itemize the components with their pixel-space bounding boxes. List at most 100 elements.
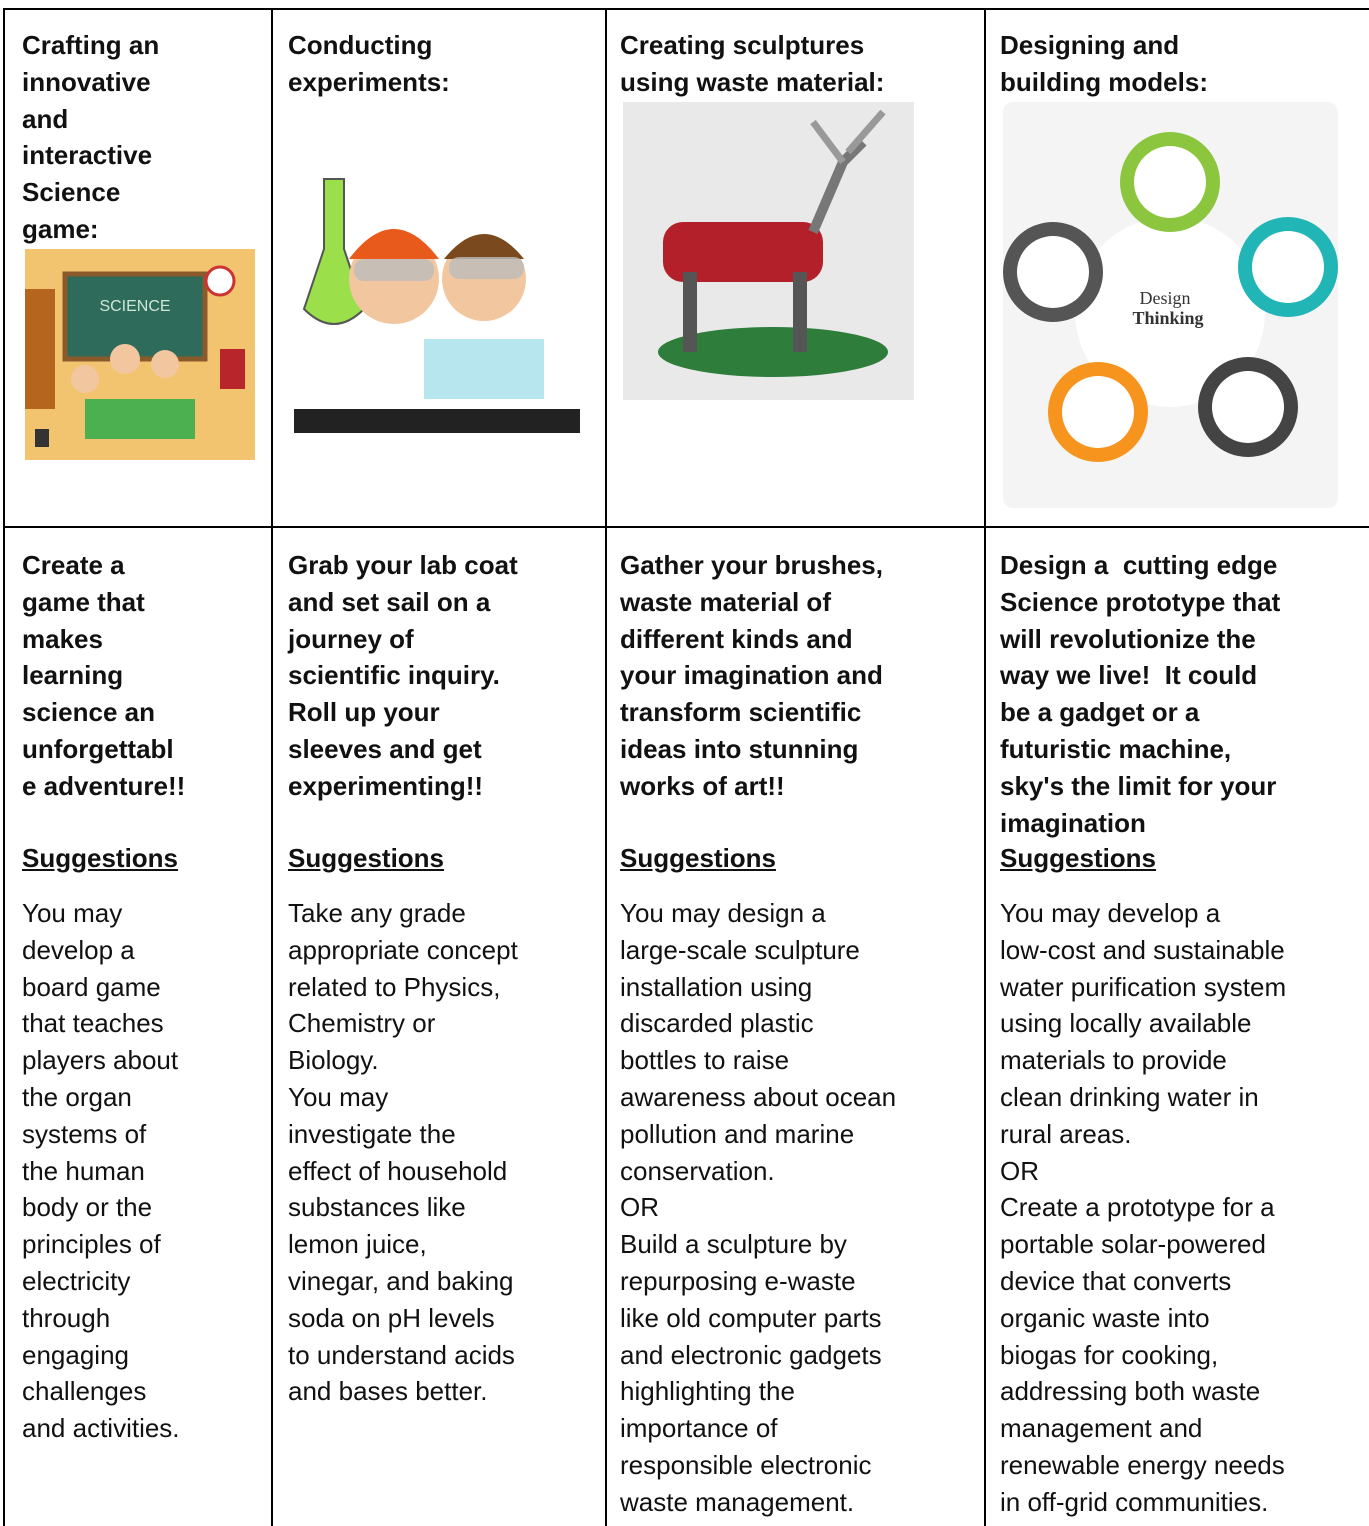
cell-body: through — [22, 1302, 111, 1333]
cell-body: bottles to raise — [620, 1045, 790, 1076]
cell-intro: scientific inquiry. — [288, 660, 500, 691]
experiments-image — [294, 139, 580, 433]
cell-intro: makes — [22, 623, 103, 654]
cell-body: soda on pH levels — [288, 1302, 495, 1333]
cell-intro: Science prototype that — [1000, 586, 1281, 617]
suggestions-heading: Suggestions — [1000, 843, 1157, 873]
cell-intro: game that — [22, 586, 145, 617]
cell-title: experiments: — [288, 66, 450, 97]
cell-body: Biology. — [288, 1045, 379, 1076]
cell-intro: science an — [22, 697, 155, 728]
cell-intro: different kinds and — [620, 623, 853, 654]
cell-body: and electronic gadgets — [620, 1339, 882, 1370]
cell-body: in off-grid communities. — [1000, 1486, 1269, 1517]
border — [984, 8, 986, 1526]
cell-title: Science — [22, 177, 121, 208]
cell-body: management and — [1000, 1413, 1203, 1444]
cell-intro: futuristic machine, — [1000, 734, 1232, 764]
cell-intro: Design a cutting edge — [1000, 550, 1278, 580]
cell-intro: learning — [22, 660, 124, 691]
cell-title: Crafting an — [22, 30, 160, 60]
cell-intro: waste material of — [620, 586, 831, 617]
cell-body: You may — [22, 898, 123, 928]
cell-body: Build a sculpture by — [620, 1229, 847, 1260]
cell-body: repurposing e-waste — [620, 1266, 856, 1296]
cell-intro: ideas into stunning — [620, 734, 859, 764]
cell-body: to understand acids — [288, 1339, 515, 1370]
cell-intro: will revolutionize the — [1000, 623, 1256, 654]
cell-intro: unforgettabl — [22, 734, 174, 764]
cell-intro: Roll up your — [288, 697, 440, 728]
cell-intro: Gather your brushes, — [620, 550, 883, 580]
cell-body: water purification system — [1000, 971, 1287, 1002]
border — [271, 8, 273, 1526]
cell-body: and activities. — [22, 1413, 180, 1444]
cell-intro: be a gadget or a — [1000, 697, 1200, 728]
suggestions-heading: Suggestions — [288, 843, 445, 873]
cell-intro: your imagination and — [620, 660, 883, 691]
cell-body: addressing both waste — [1000, 1376, 1261, 1407]
cell-body: effect of household — [288, 1155, 508, 1186]
cell-title: Creating sculptures — [620, 30, 865, 60]
cell-body: like old computer parts — [620, 1302, 882, 1333]
cell-body: challenges — [22, 1376, 147, 1407]
cell-intro: way we live! It could — [1000, 660, 1258, 691]
cell-body: biogas for cooking, — [1000, 1339, 1219, 1370]
cell-body: using locally available — [1000, 1008, 1252, 1039]
cell-title: game: — [22, 214, 99, 244]
cell-body: rural areas. — [1000, 1118, 1132, 1149]
cell-body: and bases better. — [288, 1376, 488, 1407]
cell-intro: transform scientific — [620, 697, 862, 728]
cell-body: discarded plastic — [620, 1008, 814, 1039]
cell-intro: sleeves and get — [288, 734, 482, 764]
cell-body: lemon juice, — [288, 1229, 427, 1260]
cell-body: You may design a — [620, 898, 826, 928]
science-game-image: SCIENCE — [25, 249, 255, 460]
cell-body: You may develop a — [1000, 898, 1221, 928]
cell-body: the human — [22, 1155, 145, 1186]
cell-body: the organ — [22, 1082, 132, 1112]
cell-body: body or the — [22, 1192, 153, 1223]
cell-intro: works of art!! — [620, 770, 785, 801]
cell-body: waste management. — [620, 1486, 855, 1517]
cell-body: board game — [22, 971, 161, 1002]
cell-title: interactive — [22, 140, 153, 171]
cell-body: installation using — [620, 971, 813, 1002]
image-text: Thinking — [1132, 308, 1203, 328]
suggestions-heading: Suggestions — [22, 843, 179, 873]
cell-body: materials to provide — [1000, 1045, 1227, 1076]
cell-intro: Create a — [22, 550, 125, 580]
cell-body: Take any grade — [288, 898, 466, 928]
cell-body: vinegar, and baking — [288, 1266, 514, 1296]
cell-title: Conducting — [288, 30, 433, 60]
cell-body: Chemistry or — [288, 1008, 436, 1039]
cell-title: and — [22, 103, 69, 134]
cell-body: device that converts — [1000, 1266, 1232, 1296]
cell-body: large-scale sculpture — [620, 934, 860, 965]
cell-body: pollution and marine — [620, 1118, 855, 1149]
cell-body: organic waste into — [1000, 1302, 1210, 1333]
cell-intro: experimenting!! — [288, 770, 484, 801]
cell-body: OR — [1000, 1155, 1039, 1186]
suggestions-heading: Suggestions — [620, 843, 777, 873]
cell-body: You may — [288, 1082, 389, 1112]
cell-body: awareness about ocean — [620, 1082, 897, 1112]
cell-body: conservation. — [620, 1155, 775, 1186]
cell-body: responsible electronic — [620, 1450, 872, 1480]
image-text: Design — [1140, 288, 1191, 308]
cell-body: systems of — [22, 1118, 147, 1149]
cell-body: substances like — [288, 1192, 466, 1223]
cell-intro: e adventure!! — [22, 770, 186, 801]
border — [3, 8, 1369, 10]
cell-body: Create a prototype for a — [1000, 1192, 1275, 1223]
cell-title: innovative — [22, 66, 151, 97]
cell-body: clean drinking water in — [1000, 1082, 1259, 1112]
cell-body: portable solar-powered — [1000, 1229, 1266, 1260]
cell-body: renewable energy needs — [1000, 1450, 1285, 1480]
cell-intro: and set sail on a — [288, 586, 491, 617]
cell-body: that teaches — [22, 1008, 164, 1039]
cell-intro: Grab your lab coat — [288, 550, 518, 580]
cell-body: appropriate concept — [288, 934, 518, 965]
cell-body: principles of — [22, 1229, 161, 1260]
